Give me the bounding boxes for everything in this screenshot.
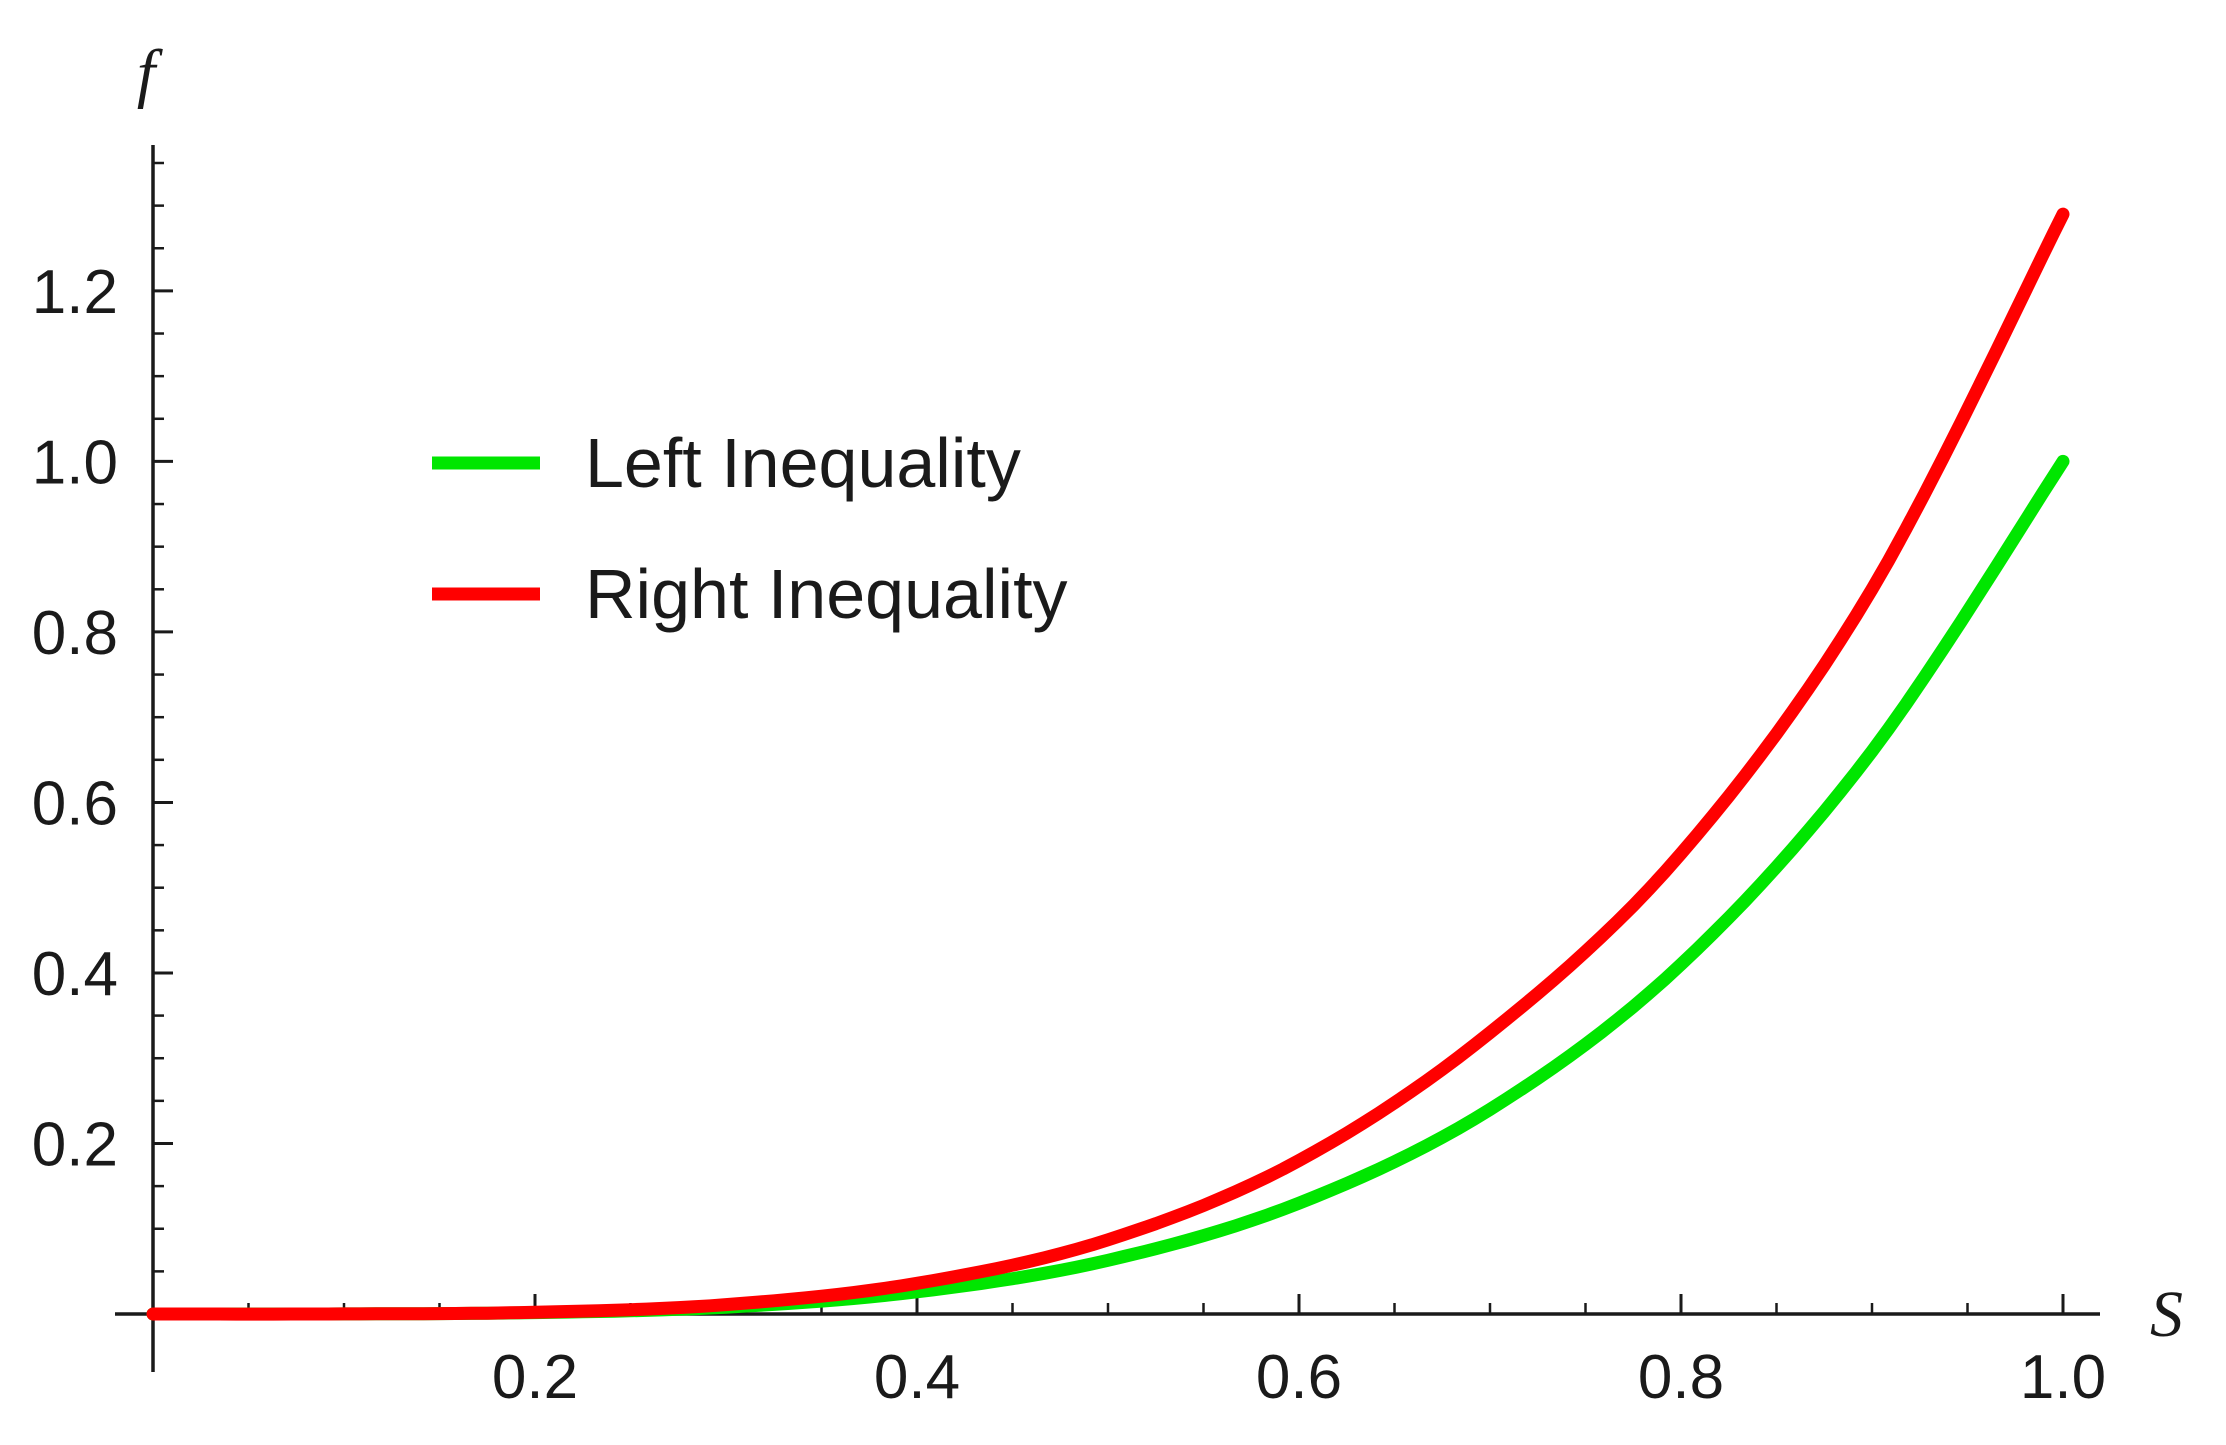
legend-label: Right Inequality (585, 555, 1068, 633)
y-tick-label: 1.2 (32, 258, 118, 327)
series-lines (146, 207, 2070, 1321)
legend: Left Inequality Right Inequality (432, 424, 1068, 633)
x-tick-label: 0.4 (874, 1343, 960, 1412)
series-line-right-inequality (146, 207, 2070, 1321)
y-tick-label: 0.8 (32, 599, 118, 668)
x-tick-label: 1.0 (2020, 1343, 2106, 1412)
y-tick-label: 1.0 (32, 428, 118, 497)
axes (115, 145, 2100, 1372)
x-tick-label: 0.2 (492, 1343, 578, 1412)
y-tick-label: 0.2 (32, 1110, 118, 1179)
axis-labels: 0.2 0.4 0.6 0.8 1.0 0.2 0.4 0.6 0.8 1.0 1.2 Sf (32, 37, 2183, 1412)
y-tick-label: 0.4 (32, 940, 118, 1009)
legend-label: Left Inequality (585, 424, 1021, 502)
y-tick-label: 0.6 (32, 769, 118, 838)
x-axis-title: S (2150, 1278, 2183, 1351)
x-tick-label: 0.8 (1638, 1343, 1724, 1412)
y-axis-title: f (137, 37, 163, 110)
x-tick-label: 0.6 (1256, 1343, 1342, 1412)
